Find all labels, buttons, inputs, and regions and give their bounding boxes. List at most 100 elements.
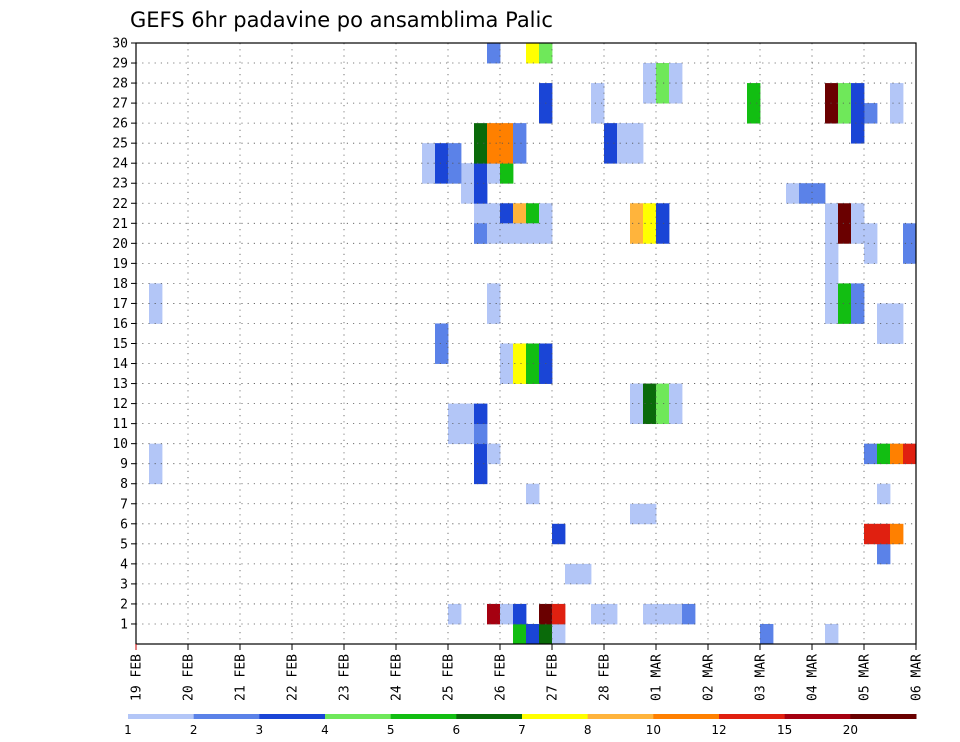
- heatmap-cell: [474, 143, 488, 164]
- heatmap-cell: [552, 523, 566, 545]
- x-tick-label: 19 FEB: [130, 654, 145, 701]
- y-tick-label: 4: [120, 557, 128, 572]
- colorbar-label: 15: [777, 723, 792, 737]
- heatmap-cell: [890, 523, 904, 545]
- heatmap-cell: [838, 83, 852, 104]
- heatmap-cell: [487, 443, 501, 465]
- x-tick-label: 23 FEB: [338, 654, 353, 701]
- heatmap-cell: [448, 603, 462, 625]
- colorbar-swatch: [193, 714, 260, 719]
- heatmap-cell: [474, 443, 488, 465]
- heatmap-cell: [890, 323, 904, 344]
- heatmap-cell: [526, 483, 540, 505]
- x-tick-label: 26 FEB: [494, 654, 509, 701]
- heatmap-cell: [669, 63, 683, 84]
- y-tick-label: 8: [120, 477, 128, 492]
- y-tick-label: 30: [112, 37, 128, 52]
- x-axis: 19 FEB 20 FEB 21 FEB 22 FEB 23 FEB 24 FEB 25 F…: [130, 644, 925, 701]
- x-tick-label: 21 FEB: [234, 654, 249, 701]
- y-tick-label: 16: [112, 317, 128, 332]
- heatmap-cell: [474, 423, 488, 445]
- heatmap-cell: [474, 463, 488, 485]
- heatmap-cell: [500, 223, 514, 244]
- heatmap-cell: [149, 463, 163, 485]
- heatmap-cell: [643, 403, 657, 425]
- heatmap-cell: [825, 103, 839, 124]
- heatmap-cell: [877, 523, 891, 545]
- heatmap-cell: [149, 443, 163, 465]
- x-tick-label: 01 MAR: [650, 654, 665, 701]
- heatmap-cell: [825, 283, 839, 304]
- heatmap-cell: [669, 403, 683, 425]
- colorbar-label: 7: [518, 723, 526, 737]
- heatmap-cell: [669, 83, 683, 104]
- heatmap-cell: [513, 343, 527, 364]
- heatmap-cell: [500, 123, 514, 144]
- heatmap-cell: [630, 123, 644, 144]
- heatmap-cell: [851, 203, 865, 224]
- heatmap-cell: [877, 323, 891, 344]
- heatmap-cell: [630, 143, 644, 164]
- heatmap-cell: [617, 123, 631, 144]
- heatmap-cell: [786, 183, 800, 204]
- heatmap-cell: [448, 423, 462, 445]
- x-tick-label: 24 FEB: [390, 654, 405, 701]
- heatmap-cell: [825, 223, 839, 244]
- heatmap-cell: [500, 603, 514, 625]
- x-tick-label: 05 MAR: [858, 654, 873, 701]
- y-tick-label: 24: [112, 157, 128, 172]
- heatmap-cell: [825, 303, 839, 324]
- heatmap-cell: [487, 223, 501, 244]
- heatmap-cell: [617, 143, 631, 164]
- y-tick-label: 3: [120, 577, 128, 592]
- colorbar-label: 8: [584, 723, 592, 737]
- heatmap-cell: [539, 623, 553, 645]
- heatmap-cell: [539, 103, 553, 124]
- heatmap-cell: [435, 143, 449, 164]
- heatmap-cell: [513, 363, 527, 384]
- heatmap-cell: [474, 403, 488, 425]
- x-tick-label: 03 MAR: [754, 654, 769, 701]
- heatmap-cell: [526, 343, 540, 364]
- heatmap-cell: [591, 603, 605, 625]
- heatmap-cell: [825, 243, 839, 264]
- heatmap-cell: [851, 283, 865, 304]
- heatmap-cell: [903, 443, 917, 465]
- y-tick-label: 17: [112, 297, 128, 312]
- y-tick-label: 28: [112, 77, 128, 92]
- colorbar-swatch: [456, 714, 523, 719]
- heatmap-cell: [487, 203, 501, 224]
- x-tick-label: 27 FEB: [546, 654, 561, 701]
- heatmap-cell: [682, 603, 696, 625]
- y-tick-label: 18: [112, 277, 128, 292]
- heatmap-cell: [435, 323, 449, 344]
- heatmap-cell: [643, 203, 657, 224]
- heatmap-cell: [851, 303, 865, 324]
- heatmap-cell: [890, 303, 904, 324]
- heatmap-cell: [539, 603, 553, 625]
- heatmap-cell: [643, 503, 657, 525]
- heatmap-cell: [539, 343, 553, 364]
- heatmap-cell: [630, 403, 644, 425]
- colorbar-swatch: [390, 714, 457, 719]
- heatmap-cell: [643, 223, 657, 244]
- heatmap-cell: [422, 163, 436, 184]
- x-tick-label: 22 FEB: [286, 654, 301, 701]
- heatmap-cell: [539, 223, 553, 244]
- heatmap-cell: [669, 383, 683, 404]
- heatmap-cell: [435, 343, 449, 364]
- heatmap-cell: [851, 223, 865, 244]
- heatmap-cell: [487, 283, 501, 304]
- heatmap-cell: [890, 83, 904, 104]
- heatmap-cell: [513, 603, 527, 625]
- heatmap-cell: [487, 163, 501, 184]
- colorbar-label: 12: [711, 723, 726, 737]
- colorbar-swatch: [784, 714, 851, 719]
- heatmap-cell: [591, 83, 605, 104]
- heatmap-cell: [487, 123, 501, 144]
- heatmap-cell: [877, 483, 891, 505]
- heatmap-cell: [539, 83, 553, 104]
- heatmap-cell: [552, 623, 566, 645]
- heatmap-cell: [526, 203, 540, 224]
